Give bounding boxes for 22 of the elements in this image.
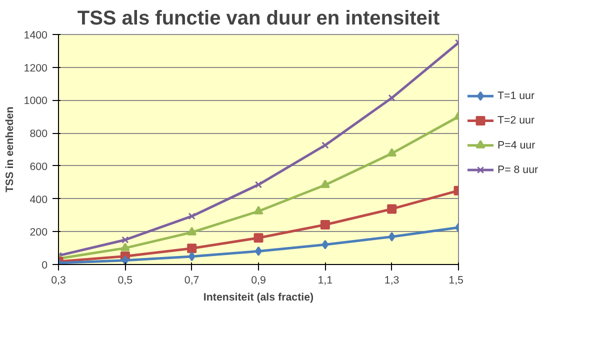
x-tick-label: 0,5 — [118, 274, 133, 286]
x-tick-label: 0,9 — [251, 274, 266, 286]
x-tick-label: 1,1 — [318, 274, 333, 286]
y-tick-label: 0 — [42, 260, 48, 272]
x-axis-title: Intensiteit (als fractie) — [203, 292, 314, 304]
y-tick-label: 600 — [30, 160, 48, 173]
y-axis-title: TSS in eenheden — [4, 106, 16, 192]
x-tick-label: 1,3 — [384, 274, 400, 286]
chart-title: TSS als functie van duur en intensiteit — [77, 8, 440, 30]
y-tick-label: 1000 — [24, 95, 48, 108]
x-tick-label: 0,7 — [184, 274, 200, 286]
legend-label: P=4 uur — [498, 139, 536, 152]
y-tick-label: 800 — [30, 128, 48, 140]
y-tick-label: 400 — [30, 194, 48, 206]
y-tick-label: 1200 — [24, 62, 48, 74]
x-tick-label: 1,5 — [448, 274, 464, 286]
y-tick-label: 200 — [30, 226, 48, 239]
y-tick-label: 1400 — [24, 30, 48, 42]
legend-label: T=2 uur — [498, 114, 535, 127]
x-tick-label: 0,3 — [51, 274, 66, 286]
legend-label: T=1 uur — [498, 90, 535, 102]
legend-label: P= 8 uur — [498, 164, 539, 176]
